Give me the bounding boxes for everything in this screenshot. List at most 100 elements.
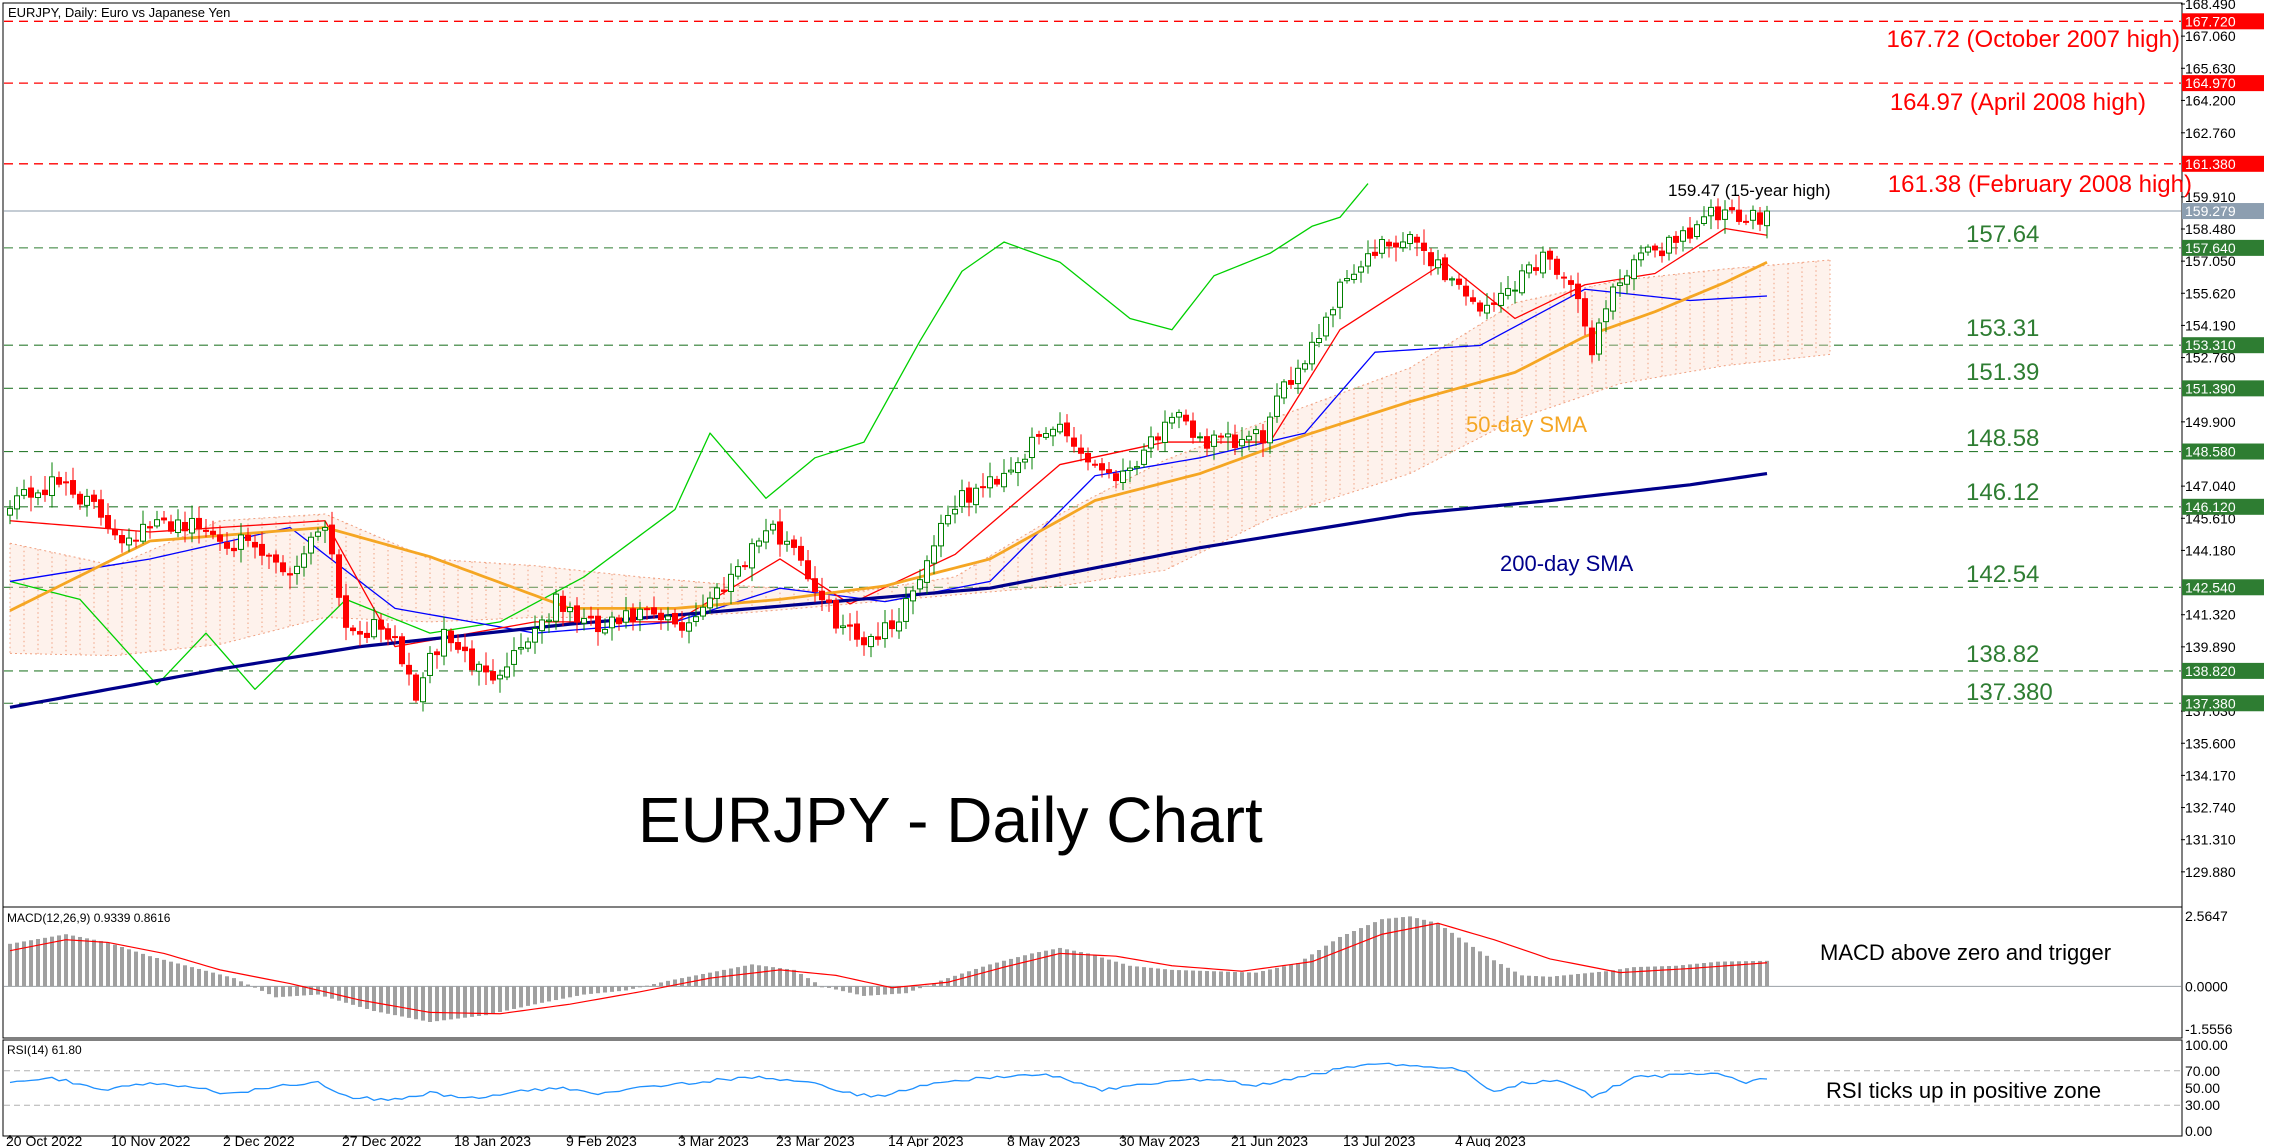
candle-body — [182, 521, 188, 532]
macd-histogram-bar — [1254, 972, 1258, 987]
candle-body — [1036, 434, 1042, 437]
candle-body — [623, 610, 629, 623]
macd-histogram-bar — [1261, 971, 1265, 987]
candle-body — [63, 481, 69, 484]
candle-body — [1141, 449, 1147, 465]
macd-histogram-bar — [155, 957, 159, 987]
candle-body — [1204, 436, 1210, 449]
candle-body — [1736, 209, 1742, 222]
candle-body — [819, 590, 825, 601]
candle-body — [196, 517, 202, 530]
macd-histogram-bar — [743, 965, 747, 987]
candle-body — [1309, 341, 1315, 365]
macd-histogram-bar — [1555, 976, 1559, 987]
macd-histogram-bar — [953, 975, 957, 987]
macd-histogram-bar — [785, 968, 789, 987]
candle-body — [91, 494, 97, 502]
macd-histogram-bar — [883, 986, 887, 995]
macd-histogram-bar — [204, 970, 208, 987]
macd-histogram-bar — [22, 941, 26, 987]
candle-body — [980, 486, 986, 489]
macd-histogram-bar — [386, 986, 390, 1014]
macd-histogram-bar — [589, 986, 593, 994]
candle-body — [714, 587, 720, 599]
macd-histogram-bar — [988, 964, 992, 987]
macd-histogram-bar — [1695, 963, 1699, 987]
support-price-tag-1: 153.310 — [2185, 337, 2236, 353]
candle-body — [728, 573, 734, 592]
candle-body — [854, 623, 860, 640]
candle-body — [917, 579, 923, 590]
candle-body — [119, 535, 125, 544]
candle-body — [1757, 212, 1763, 225]
macd-annotation: MACD above zero and trigger — [1820, 940, 2111, 965]
macd-histogram-bar — [806, 978, 810, 987]
candle-body — [210, 530, 216, 535]
macd-histogram-bar — [715, 971, 719, 987]
macd-histogram-bar — [1135, 966, 1139, 987]
candle-body — [336, 554, 342, 598]
macd-histogram-bar — [1478, 951, 1482, 987]
candle-body — [1246, 435, 1252, 441]
price-axis-tick-label: 129.880 — [2185, 864, 2236, 880]
current-price-tag: 159.279 — [2185, 203, 2236, 219]
macd-histogram-bar — [792, 969, 796, 987]
candle-body — [217, 534, 223, 542]
candle-body — [1064, 422, 1070, 437]
macd-histogram-bar — [1751, 961, 1755, 987]
support-price-tag-7-bg — [2182, 695, 2264, 712]
candle-body — [511, 650, 517, 665]
candle-body — [721, 589, 727, 592]
macd-histogram-bar — [1415, 918, 1419, 987]
candle-body — [1645, 246, 1651, 253]
macd-histogram-bar — [1275, 967, 1279, 987]
candle-body — [1029, 436, 1035, 459]
sma200-label: 200-day SMA — [1500, 551, 1634, 576]
candle-body — [147, 526, 153, 529]
macd-histogram-bar — [855, 986, 859, 995]
candle-body — [1414, 236, 1420, 243]
macd-histogram-bar — [603, 986, 607, 993]
macd-histogram-bar — [561, 986, 565, 999]
candle-body — [1407, 234, 1413, 245]
candle-body — [427, 652, 433, 676]
macd-histogram-bar — [1562, 975, 1566, 987]
macd-histogram-bar — [211, 972, 215, 987]
macd-histogram-bar — [911, 986, 915, 991]
candle-body — [847, 624, 853, 627]
macd-histogram-bar — [1709, 962, 1713, 987]
candle-body — [1099, 463, 1105, 471]
macd-histogram-bar — [596, 986, 600, 994]
macd-histogram-bar — [78, 936, 82, 987]
candle-body — [1582, 298, 1588, 327]
candle-body — [490, 671, 496, 681]
candle-body — [252, 541, 258, 548]
candle-body — [1316, 338, 1322, 344]
macd-histogram-bar — [1513, 971, 1517, 987]
candle-body — [868, 635, 874, 648]
candle-body — [518, 647, 524, 650]
candle-body — [525, 641, 531, 649]
candle-body — [931, 545, 937, 564]
candle-body — [1043, 433, 1049, 438]
macd-histogram-bar — [1247, 972, 1251, 987]
macd-histogram-bar — [1744, 961, 1748, 987]
macd-histogram-bar — [624, 986, 628, 991]
macd-histogram-bar — [491, 986, 495, 1014]
candle-body — [770, 523, 776, 531]
candle-body — [350, 627, 356, 632]
macd-histogram-bar — [764, 966, 768, 987]
kijun-sen-line — [9, 288, 1768, 634]
macd-histogram-bar — [1387, 918, 1391, 987]
price-axis-tick-label: 141.320 — [2185, 607, 2236, 623]
candle-body — [875, 636, 881, 640]
candle-body — [315, 531, 321, 537]
macd-histogram-bar — [568, 986, 572, 998]
macd-histogram-bar — [1583, 973, 1587, 987]
candle-body — [1008, 469, 1014, 473]
candle-body — [966, 487, 972, 503]
candle-body — [77, 493, 83, 505]
candle-body — [658, 612, 664, 621]
support-price-tag-0: 157.640 — [2185, 240, 2236, 256]
